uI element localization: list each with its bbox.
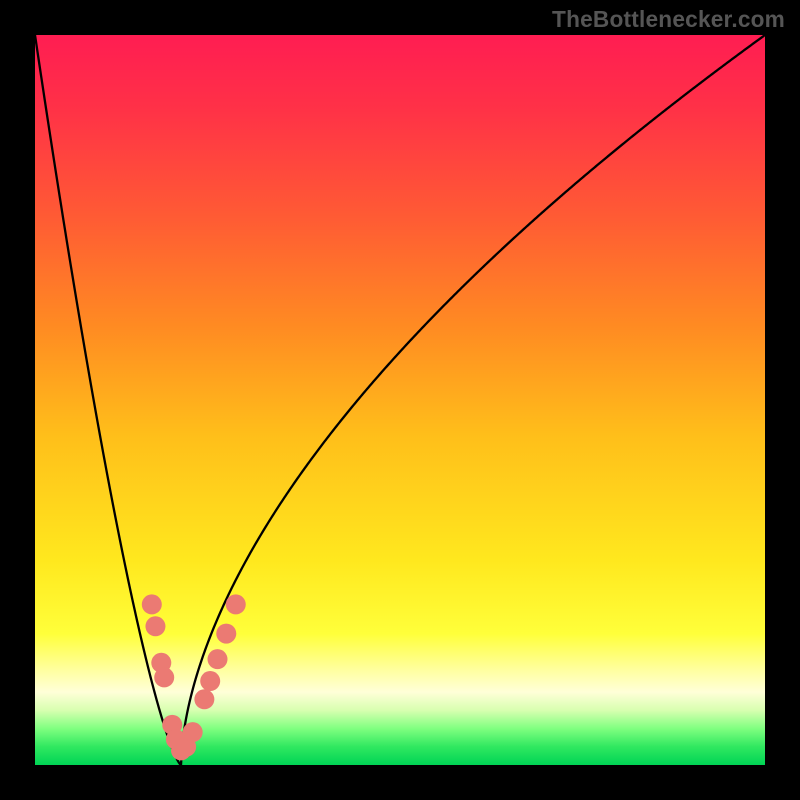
marker-dot bbox=[183, 722, 203, 742]
marker-dot bbox=[208, 649, 228, 669]
marker-dot bbox=[200, 671, 220, 691]
marker-dot bbox=[226, 594, 246, 614]
marker-dot bbox=[154, 667, 174, 687]
marker-dot bbox=[142, 594, 162, 614]
marker-dot bbox=[145, 616, 165, 636]
plot-area bbox=[35, 35, 765, 765]
chart-svg bbox=[35, 35, 765, 765]
watermark-text: TheBottlenecker.com bbox=[552, 6, 785, 33]
marker-dot bbox=[216, 624, 236, 644]
chart-frame: TheBottlenecker.com bbox=[0, 0, 800, 800]
marker-dot bbox=[194, 689, 214, 709]
